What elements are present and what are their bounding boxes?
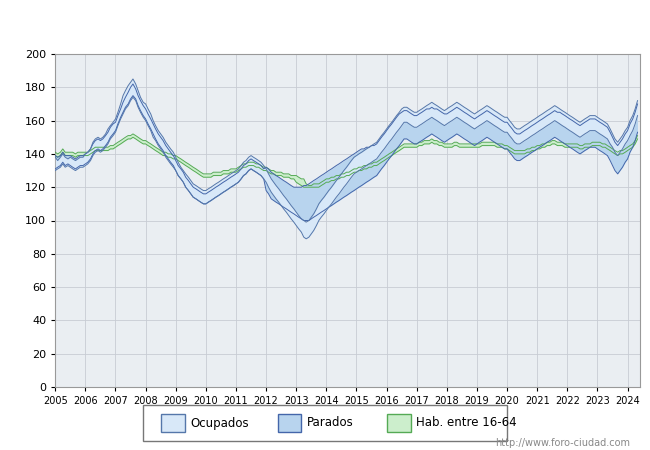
Text: Ocupados: Ocupados	[190, 417, 249, 429]
Bar	[278, 414, 302, 432]
Bar	[161, 414, 185, 432]
FancyBboxPatch shape	[143, 405, 507, 441]
Text: Hab. entre 16-64: Hab. entre 16-64	[416, 417, 517, 429]
Text: http://www.foro-ciudad.com: http://www.foro-ciudad.com	[495, 438, 630, 448]
Text: Parados: Parados	[307, 417, 354, 429]
Bar	[387, 414, 411, 432]
Text: Sora - Evolucion de la poblacion en edad de Trabajar Mayo de 2024: Sora - Evolucion de la poblacion en edad…	[48, 16, 602, 31]
